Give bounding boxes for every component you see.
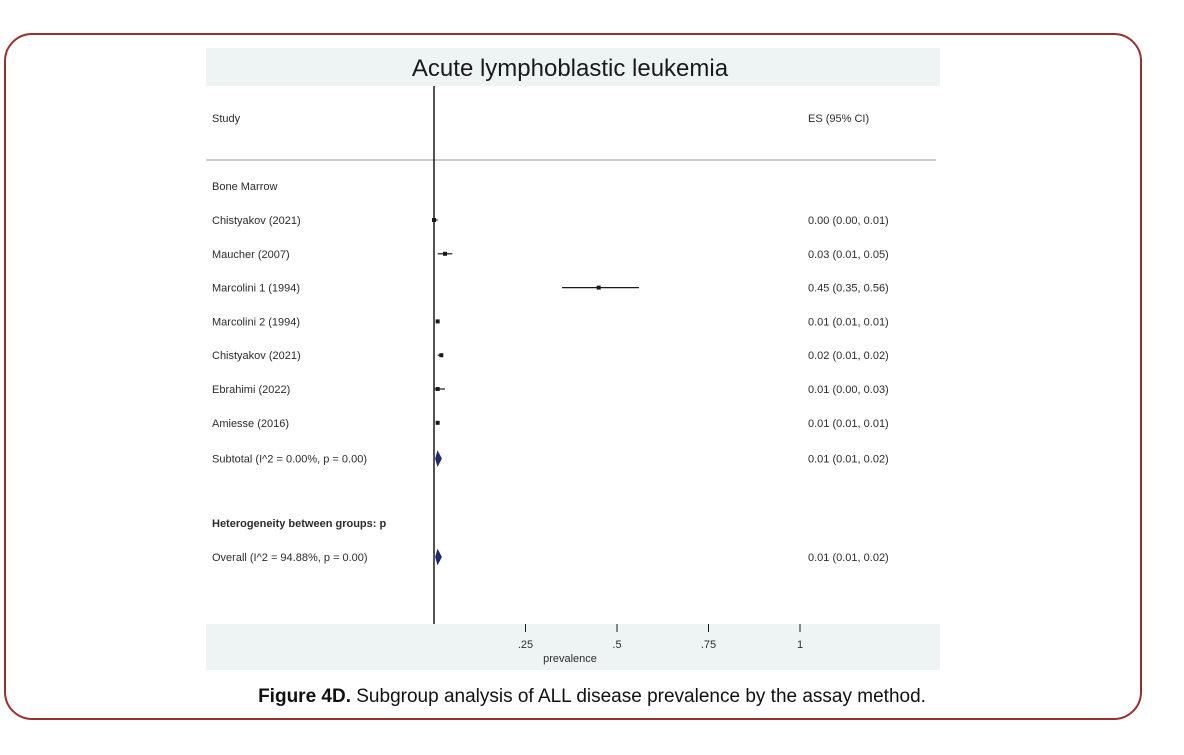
study-point	[435, 420, 440, 425]
x-tick-label: .75	[701, 639, 716, 651]
study-point	[435, 387, 440, 391]
figure-frame	[4, 33, 1142, 720]
header-study: Study	[212, 113, 241, 125]
study-point	[596, 285, 601, 290]
study-label: Chistyakov (2021)	[212, 350, 301, 362]
study-point	[442, 251, 447, 256]
study-es-text: 0.03 (0.01, 0.05)	[808, 249, 889, 261]
study-point	[432, 218, 436, 222]
figure-caption: Figure 4D. Subgroup analysis of ALL dise…	[0, 686, 1184, 708]
x-tick-label: 1	[797, 639, 803, 651]
caption-text: Subgroup analysis of ALL disease prevale…	[350, 686, 926, 707]
study-point	[435, 319, 440, 324]
chart-title: Acute lymphoblastic leukemia	[412, 55, 729, 82]
overall-label: Overall (I^2 = 94.88%, p = 0.00)	[212, 552, 368, 564]
study-label: Marcolini 1 (1994)	[212, 283, 300, 295]
study-es-text: 0.01 (0.01, 0.01)	[808, 316, 889, 328]
plot-area	[206, 86, 940, 624]
study-es-text: 0.45 (0.35, 0.56)	[808, 283, 889, 295]
subtotal-es-text: 0.01 (0.01, 0.02)	[808, 454, 889, 466]
header-es: ES (95% CI)	[808, 113, 869, 125]
subtotal-diamond	[435, 450, 442, 467]
study-es-text: 0.00 (0.00, 0.01)	[808, 215, 889, 227]
x-tick-label: .5	[612, 639, 621, 651]
study-label: Ebrahimi (2022)	[212, 384, 290, 396]
subgroup-label: Bone Marrow	[212, 181, 277, 193]
caption-bold: Figure 4D.	[258, 686, 351, 707]
study-label: Maucher (2007)	[212, 249, 290, 261]
study-label: Marcolini 2 (1994)	[212, 316, 300, 328]
study-es-text: 0.02 (0.01, 0.02)	[808, 350, 889, 362]
subtotal-label: Subtotal (I^2 = 0.00%, p = 0.00)	[212, 454, 367, 466]
forest-plot: Acute lymphoblastic leukemia Study ES (9…	[206, 48, 940, 670]
overall-diamond	[435, 548, 442, 566]
overall-es-text: 0.01 (0.01, 0.02)	[808, 552, 889, 564]
study-label: Chistyakov (2021)	[212, 215, 301, 227]
heterogeneity-label: Heterogeneity between groups: p	[212, 518, 386, 530]
study-label: Amiesse (2016)	[212, 418, 289, 430]
x-tick-label: .25	[518, 639, 533, 651]
x-axis-label: prevalence	[543, 653, 597, 665]
study-point	[439, 353, 444, 358]
study-es-text: 0.01 (0.01, 0.01)	[808, 418, 889, 430]
study-es-text: 0.01 (0.00, 0.03)	[808, 384, 889, 396]
